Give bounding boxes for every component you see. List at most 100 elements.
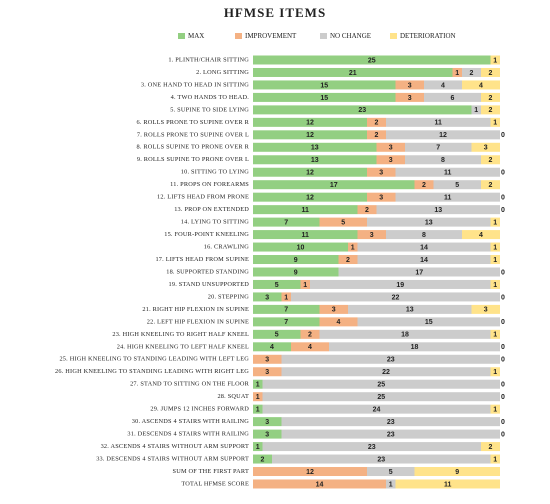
value-label: 2 <box>422 182 426 189</box>
legend-label: DETERIORATION <box>400 32 456 40</box>
legend-label: MAX <box>188 32 204 40</box>
value-label: 12 <box>306 469 314 476</box>
value-label: 4 <box>270 344 274 351</box>
value-label: 3 <box>389 157 393 164</box>
category-label: 12. LIFTS HEAD FROM PRONE <box>157 194 249 201</box>
value-label: 5 <box>455 182 459 189</box>
category-label: 33. DESCENDS 4 STAIRS WITHOUT ARM SUPPOR… <box>96 455 249 462</box>
value-label: 8 <box>422 232 426 239</box>
legend-swatch <box>390 33 397 39</box>
value-label: 3 <box>484 145 488 152</box>
value-label: 3 <box>408 95 412 102</box>
bar-segment <box>253 155 377 165</box>
bar-segment <box>319 304 348 314</box>
value-label: 25 <box>368 57 376 64</box>
bar-segment <box>253 454 272 464</box>
value-label: 3 <box>332 307 336 314</box>
value-label: 22 <box>382 369 390 376</box>
value-label: 5 <box>275 332 279 339</box>
bar-segment <box>253 479 386 489</box>
value-label: 18 <box>411 344 419 351</box>
category-label: 24. HIGH KNEELING TO LEFT HALF KNEEL <box>117 343 249 350</box>
legend-swatch <box>320 33 327 39</box>
bar-segment <box>253 180 415 190</box>
legend-label: IMPROVEMENT <box>245 32 297 40</box>
value-label: 3 <box>265 419 269 426</box>
value-label: 8 <box>441 157 445 164</box>
value-label: 0 <box>501 170 505 177</box>
category-label: 19. STAND UNSUPPORTED <box>169 281 250 288</box>
bar-segment <box>386 479 396 489</box>
value-label: 0 <box>501 207 505 214</box>
bar-segment <box>376 205 500 215</box>
bar-segment <box>405 142 472 152</box>
bar-segment <box>253 342 291 352</box>
bar-segment <box>490 279 500 289</box>
value-label: 4 <box>441 82 445 89</box>
category-label: 26. HIGH KNEELING TO STANDING LEADING WI… <box>55 368 249 375</box>
bar-segment <box>253 130 367 140</box>
category-label: 18. SUPPORTED STANDING <box>166 268 249 275</box>
bar-segment <box>253 404 263 414</box>
bar-segment <box>262 442 481 452</box>
value-label: 0 <box>501 344 505 351</box>
bar-segment <box>253 242 348 252</box>
bar-segment <box>490 404 500 414</box>
bar-segment <box>490 255 500 265</box>
chart-title: HFMSE ITEMS <box>224 5 326 20</box>
bar-segment <box>338 267 500 277</box>
bar-segment <box>367 130 386 140</box>
value-label: 11 <box>302 232 310 239</box>
value-label: 7 <box>284 219 288 226</box>
value-label: 15 <box>320 95 328 102</box>
value-label: 19 <box>396 282 404 289</box>
bar-segment <box>253 67 453 77</box>
category-label: 14. LYING TO SITTING <box>181 219 249 226</box>
bar-segment <box>348 242 358 252</box>
value-label: 25 <box>377 394 385 401</box>
value-label: 3 <box>484 307 488 314</box>
bar-segment <box>405 155 481 165</box>
value-label: 2 <box>489 157 493 164</box>
value-label: 9 <box>455 469 459 476</box>
category-label: 23. HIGH KNEELING TO RIGHT HALF KNEEL <box>112 331 249 338</box>
bar-segment <box>481 105 500 115</box>
bar-segment <box>253 217 320 227</box>
category-label: 32. ASCENDS 4 STAIRS WITHOUT ARM SUPPORT <box>101 443 249 450</box>
value-label: 3 <box>265 357 269 364</box>
value-label: 12 <box>306 170 314 177</box>
value-label: 15 <box>320 82 328 89</box>
bar-segment <box>253 304 320 314</box>
value-label: 5 <box>275 282 279 289</box>
bar-segment <box>357 205 377 215</box>
value-label: 11 <box>435 120 443 127</box>
value-label: 1 <box>303 282 307 289</box>
category-label: 22. LEFT HIP FLEXION IN SUPINE <box>147 318 249 325</box>
bar-segment <box>452 67 462 77</box>
value-label: 1 <box>256 382 260 389</box>
bar-segment <box>310 279 491 289</box>
value-label: 12 <box>306 132 314 139</box>
value-label: 2 <box>308 332 312 339</box>
bar-segment <box>414 180 434 190</box>
bar-segment <box>300 279 310 289</box>
value-label: 1 <box>493 219 497 226</box>
category-label: 17. LIFTS HEAD FROM SUPINE <box>155 256 249 263</box>
bar-segment <box>490 329 500 339</box>
value-label: 0 <box>501 382 505 389</box>
bar-segment <box>253 230 358 240</box>
bar-segment <box>367 217 491 227</box>
value-label: 13 <box>311 157 319 164</box>
value-label: 11 <box>302 207 310 214</box>
bar-segment <box>376 155 405 165</box>
value-label: 4 <box>308 344 312 351</box>
category-label: 10. SITTING TO LYING <box>181 169 249 176</box>
value-label: 2 <box>489 70 493 77</box>
bar-segment <box>253 467 367 477</box>
value-label: 0 <box>501 394 505 401</box>
bar-segment <box>386 230 462 240</box>
category-label: 4. TWO HANDS TO HEAD. <box>171 94 250 101</box>
value-label: 10 <box>297 244 305 251</box>
bar-segment <box>253 392 263 402</box>
bar-segment <box>253 255 339 265</box>
